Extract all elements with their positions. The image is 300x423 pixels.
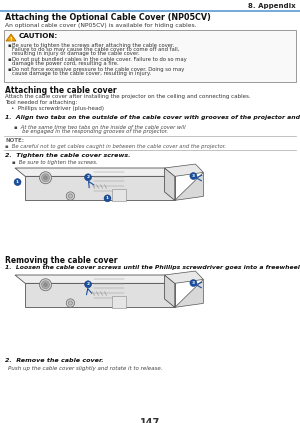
Text: 3: 3 [192, 281, 195, 285]
Text: •  Phillips screwdriver (plus-head): • Phillips screwdriver (plus-head) [11, 106, 104, 111]
Text: ▪: ▪ [8, 67, 11, 72]
Polygon shape [165, 271, 203, 283]
Text: 1.  Loosen the cable cover screws until the Phillips screwdriver goes into a fre: 1. Loosen the cable cover screws until t… [5, 265, 300, 270]
Text: Attaching the cable cover: Attaching the cable cover [5, 86, 117, 95]
Circle shape [66, 192, 75, 200]
Text: Tool needed for attaching:: Tool needed for attaching: [5, 100, 77, 105]
Polygon shape [112, 297, 126, 308]
Circle shape [66, 299, 75, 307]
Text: Be sure to tighten the screws after attaching the cable cover.: Be sure to tighten the screws after atta… [12, 43, 174, 48]
Text: 2: 2 [86, 175, 89, 179]
Text: ▪  Be sure to tighten the screws.: ▪ Be sure to tighten the screws. [12, 160, 98, 165]
Circle shape [190, 173, 197, 179]
Polygon shape [25, 283, 175, 308]
Text: ▪  At the same time two tabs on the inside of the cable cover will: ▪ At the same time two tabs on the insid… [14, 125, 186, 130]
Polygon shape [25, 176, 175, 201]
Text: CAUTION:: CAUTION: [19, 33, 58, 39]
Circle shape [190, 280, 197, 286]
Text: resulting in injury or damage to the cable cover.: resulting in injury or damage to the cab… [12, 52, 140, 56]
Circle shape [40, 172, 52, 184]
Text: Attaching the Optional Cable Cover (NP05CV): Attaching the Optional Cable Cover (NP05… [5, 13, 211, 22]
Text: Push up the cable cover slightly and rotate it to release.: Push up the cable cover slightly and rot… [8, 366, 163, 371]
Text: 2.  Remove the cable cover.: 2. Remove the cable cover. [5, 358, 103, 363]
Polygon shape [175, 173, 203, 201]
Polygon shape [6, 34, 16, 41]
FancyBboxPatch shape [4, 30, 296, 82]
Text: ▪  Be careful not to get cables caught in between the cable cover and the projec: ▪ Be careful not to get cables caught in… [5, 144, 226, 149]
Circle shape [68, 194, 73, 198]
Circle shape [104, 195, 111, 202]
Polygon shape [165, 168, 175, 201]
Polygon shape [15, 275, 175, 283]
Text: 1: 1 [106, 196, 109, 201]
Text: cause damage to the cable cover, resulting in injury.: cause damage to the cable cover, resulti… [12, 71, 151, 76]
Circle shape [68, 301, 73, 305]
Polygon shape [175, 280, 203, 308]
Text: 2: 2 [86, 282, 89, 286]
Text: Removing the cable cover: Removing the cable cover [5, 256, 118, 265]
Circle shape [40, 279, 52, 291]
Text: An optional cable cover (NP05CV) is available for hiding cables.: An optional cable cover (NP05CV) is avai… [5, 23, 196, 28]
Text: 8. Appendix: 8. Appendix [248, 3, 296, 9]
Text: 147: 147 [140, 418, 160, 423]
Text: Do not force excessive pressure to the cable cover. Doing so may: Do not force excessive pressure to the c… [12, 67, 184, 72]
Text: ▪: ▪ [8, 57, 11, 62]
Text: 2.  Tighten the cable cover screws.: 2. Tighten the cable cover screws. [5, 153, 130, 158]
Text: be engaged in the responding grooves of the projector.: be engaged in the responding grooves of … [14, 129, 168, 134]
Polygon shape [165, 164, 203, 176]
Polygon shape [165, 275, 175, 308]
Text: 1.  Align two tabs on the outside of the cable cover with grooves of the project: 1. Align two tabs on the outside of the … [5, 115, 300, 120]
Circle shape [44, 283, 47, 287]
Circle shape [42, 281, 50, 288]
Circle shape [85, 281, 92, 288]
Polygon shape [112, 190, 126, 201]
Text: NOTE:: NOTE: [5, 138, 24, 143]
Text: Do not put bundled cables in the cable cover. Failure to do so may: Do not put bundled cables in the cable c… [12, 57, 187, 62]
Text: ▪: ▪ [8, 43, 11, 48]
Polygon shape [15, 168, 175, 176]
Circle shape [42, 174, 50, 182]
Circle shape [44, 176, 47, 180]
Text: 3: 3 [192, 174, 195, 178]
Text: !: ! [10, 37, 12, 42]
Text: Attach the cable cover after installing the projector on the ceiling and connect: Attach the cable cover after installing … [5, 94, 250, 99]
Text: 1: 1 [16, 180, 19, 184]
Text: Failure to do so may cause the cable cover to come off and fall,: Failure to do so may cause the cable cov… [12, 47, 179, 52]
Circle shape [14, 179, 21, 186]
Circle shape [85, 174, 92, 181]
Text: damage the power cord, resulting a fire.: damage the power cord, resulting a fire. [12, 61, 119, 66]
